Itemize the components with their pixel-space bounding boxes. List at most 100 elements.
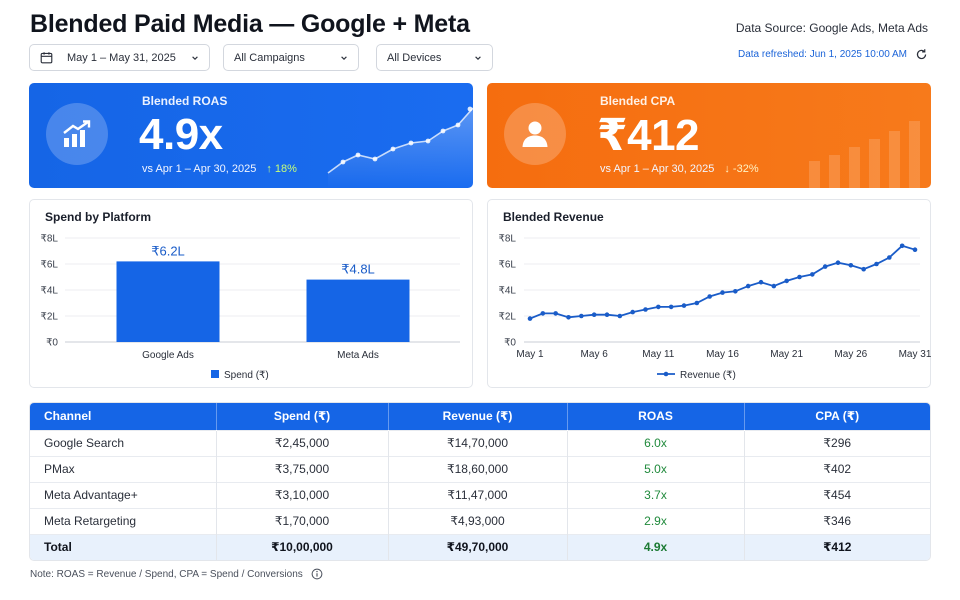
roas-icon-badge: [46, 103, 108, 165]
legend-label: Revenue (₹): [680, 370, 736, 381]
arrow-down-icon: ↓: [724, 163, 730, 175]
col-header-revenue[interactable]: Revenue (₹): [388, 403, 568, 430]
y-tick-label: ₹6L: [499, 260, 517, 271]
channel-table: Channel Spend (₹) Revenue (₹) ROAS CPA (…: [29, 402, 931, 561]
cell-channel: Meta Retargeting: [30, 508, 217, 534]
data-point: [694, 300, 700, 306]
trend-up-chart-icon: [63, 120, 91, 147]
cell-spend: ₹1,70,000: [216, 508, 389, 534]
bar-data-label: ₹4.8L: [341, 262, 375, 277]
total-roas: 4.9x: [567, 534, 745, 560]
x-tick-label: May 31: [899, 349, 932, 360]
data-point: [758, 279, 764, 285]
cell-cpa: ₹454: [823, 488, 852, 502]
bar-google-ads: [116, 261, 220, 342]
y-tick-label: ₹8L: [499, 234, 517, 245]
cell-channel: PMax: [30, 456, 217, 482]
info-icon[interactable]: [311, 568, 323, 580]
x-tick-label: May 16: [706, 349, 739, 360]
cell-channel: Meta Advantage+: [30, 482, 217, 508]
roas-kpi-card: Blended ROAS 4.9x vs Apr 1 – Apr 30, 202…: [29, 83, 473, 188]
cpa-value: ₹412: [597, 111, 700, 160]
data-point: [733, 289, 738, 294]
col-header-spend[interactable]: Spend (₹): [216, 403, 389, 430]
data-point: [848, 263, 854, 268]
cpa-compare-period: vs Apr 1 – Apr 30, 2025: [600, 163, 715, 175]
legend-swatch: [211, 370, 219, 378]
data-point: [566, 315, 571, 320]
revenue-chart-title: Blended Revenue: [503, 210, 604, 224]
date-range-filter[interactable]: May 1 – May 31, 2025: [29, 44, 210, 71]
x-tick-label: May 26: [834, 349, 867, 360]
calendar-icon: [40, 52, 53, 64]
devices-filter[interactable]: All Devices: [376, 44, 493, 71]
bar-meta-ads: [306, 279, 410, 342]
data-point: [604, 312, 610, 317]
cell-roas: 2.9x: [567, 508, 745, 534]
data-point: [527, 316, 533, 321]
y-tick-label: ₹2L: [41, 312, 59, 323]
data-point: [912, 247, 918, 252]
cpa-delta-value: -32%: [732, 163, 759, 175]
cpa-kpi-card: Blended CPA ₹412 vs Apr 1 – Apr 30, 2025…: [487, 83, 931, 188]
roas-delta: ↑ 18%: [266, 163, 297, 175]
data-point: [822, 264, 828, 269]
cell-roas: 6.0x: [567, 430, 745, 456]
data-point: [861, 266, 866, 272]
data-point: [771, 283, 777, 289]
col-header-roas[interactable]: ROAS: [567, 403, 745, 430]
total-spend: ₹10,00,000: [216, 534, 389, 560]
roas-delta-value: 18%: [274, 163, 297, 175]
formula-note: Note: ROAS = Revenue / Spend, CPA = Spen…: [30, 568, 323, 580]
data-point: [643, 307, 648, 312]
data-point: [874, 261, 879, 267]
cpa-decorative-bars: [809, 121, 920, 188]
spend-by-platform-panel: Spend by Platform ₹0 ₹2L ₹4L ₹6L ₹8L ₹6.2L Goo…: [29, 199, 473, 388]
y-tick-label: ₹0: [504, 338, 516, 349]
x-tick-label: May 6: [581, 349, 609, 360]
campaigns-filter[interactable]: All Campaigns: [223, 44, 359, 71]
cpa-label: Blended CPA: [600, 94, 676, 108]
col-header-cpa[interactable]: CPA (₹): [815, 409, 860, 424]
data-point: [668, 304, 674, 310]
cell-spend: ₹2,45,000: [216, 430, 389, 456]
date-range-value: May 1 – May 31, 2025: [67, 51, 176, 64]
formula-note-text: Note: ROAS = Revenue / Spend, CPA = Spen…: [30, 568, 303, 580]
cell-roas: 3.7x: [567, 482, 745, 508]
data-source-label: Data Source: Google Ads, Meta Ads: [735, 21, 928, 35]
arrow-up-icon: ↑: [266, 163, 272, 175]
table-total-row: Total ₹10,00,000 ₹49,70,000 4.9x ₹412: [30, 534, 930, 560]
y-tick-label: ₹6L: [41, 260, 59, 271]
spend-bar-chart: ₹0 ₹2L ₹4L ₹6L ₹8L ₹6.2L Google Ads ₹4.8L Meta A…: [41, 234, 460, 381]
table-row: PMax ₹3,75,000 ₹18,60,000 5.0x ₹402: [30, 456, 930, 482]
table-row: Meta Retargeting ₹1,70,000 ₹4,93,000 2.9…: [30, 508, 930, 534]
data-point: [887, 255, 892, 260]
table-row: Google Search ₹2,45,000 ₹14,70,000 6.0x …: [30, 430, 930, 456]
total-revenue: ₹49,70,000: [388, 534, 568, 560]
cell-revenue: ₹18,60,000: [388, 456, 568, 482]
y-tick-label: ₹4L: [41, 286, 59, 297]
legend-label: Spend (₹): [224, 370, 269, 381]
table-header-row: Channel Spend (₹) Revenue (₹) ROAS CPA (…: [30, 403, 930, 430]
y-tick-label: ₹4L: [499, 286, 517, 297]
cell-cpa: ₹402: [823, 462, 852, 476]
roas-value: 4.9x: [139, 110, 223, 159]
refresh-icon[interactable]: [915, 48, 928, 61]
data-point: [579, 313, 584, 319]
x-tick-label: May 1: [516, 349, 544, 360]
blended-revenue-panel: Blended Revenue ₹0 ₹2L ₹4L ₹6L ₹8L May 1 May 6…: [487, 199, 932, 388]
roas-sparkline: [327, 106, 473, 188]
revenue-line: [529, 244, 916, 320]
col-header-channel[interactable]: Channel: [30, 403, 217, 430]
x-tick-label: Meta Ads: [337, 350, 379, 361]
campaigns-value: All Campaigns: [234, 51, 305, 64]
roas-compare-period: vs Apr 1 – Apr 30, 2025: [142, 163, 257, 175]
x-tick-label: Google Ads: [142, 350, 194, 361]
data-point: [835, 260, 841, 265]
data-point: [656, 304, 661, 310]
data-refreshed: Data refreshed: Jun 1, 2025 10:00 AM: [738, 48, 928, 61]
data-refreshed-text: Data refreshed: Jun 1, 2025 10:00 AM: [738, 49, 907, 60]
user-icon: [522, 121, 548, 147]
roas-comparison: vs Apr 1 – Apr 30, 2025 ↑ 18%: [142, 163, 297, 175]
cell-revenue: ₹4,93,000: [388, 508, 568, 534]
